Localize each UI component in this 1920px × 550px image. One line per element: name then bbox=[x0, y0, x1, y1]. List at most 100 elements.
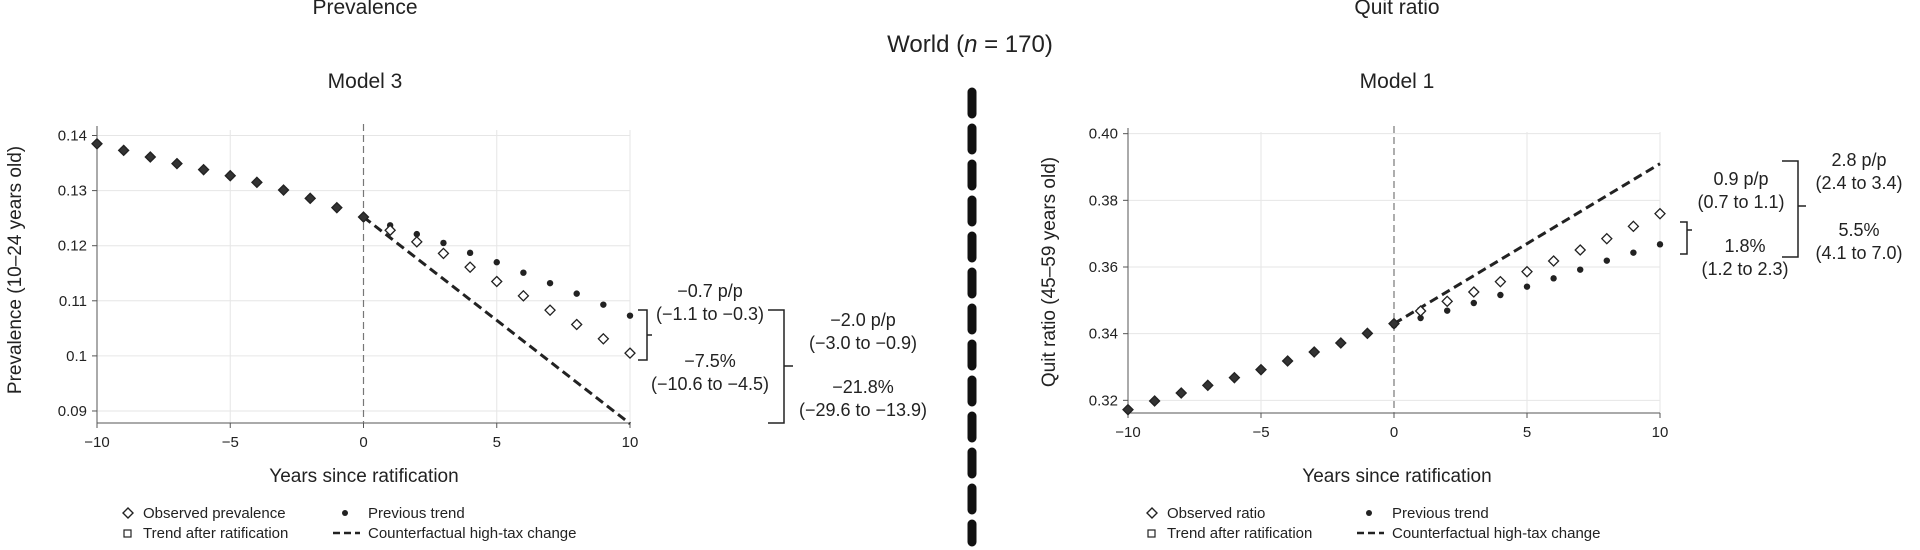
annotation-text: (0.7 to 1.1) bbox=[1697, 192, 1784, 212]
legend-label: Trend after ratification bbox=[1167, 525, 1312, 542]
observed-point bbox=[1148, 395, 1161, 407]
observed-point bbox=[1122, 403, 1134, 416]
observed-point bbox=[91, 137, 103, 150]
legend-item: Counterfactual high-tax change bbox=[1357, 525, 1600, 542]
legend-label: Previous trend bbox=[1392, 505, 1489, 522]
observed-point bbox=[144, 151, 157, 163]
y-tick-label: 0.12 bbox=[58, 238, 87, 255]
previous-trend-point bbox=[520, 269, 527, 276]
previous-trend-point bbox=[1523, 283, 1531, 290]
observed-point bbox=[437, 247, 450, 260]
annotation-text: 0.9 p/p bbox=[1713, 169, 1768, 189]
observed-point bbox=[1494, 275, 1507, 288]
observed-point bbox=[1654, 207, 1666, 220]
observed-point bbox=[1600, 232, 1613, 245]
observed-point bbox=[1627, 220, 1640, 233]
legend-label: Previous trend bbox=[368, 505, 465, 522]
legend-label: Observed ratio bbox=[1167, 505, 1265, 522]
observed-point bbox=[490, 275, 503, 288]
x-tick-label: 10 bbox=[622, 434, 639, 451]
y-tick-label: 0.34 bbox=[1089, 326, 1118, 343]
observed-point bbox=[330, 201, 343, 214]
y-axis-title: Quit ratio (45–59 years old) bbox=[1039, 157, 1060, 387]
counterfactual-line bbox=[362, 215, 631, 425]
center-title: World (n = 170) bbox=[887, 31, 1053, 58]
observed-point bbox=[1255, 363, 1267, 376]
x-tick-label: 0 bbox=[359, 434, 367, 451]
y-tick-label: 0.36 bbox=[1089, 259, 1118, 276]
x-tick-label: 0 bbox=[1390, 424, 1398, 441]
annotation-text: −0.7 p/p bbox=[677, 281, 743, 301]
annotation-text: (−1.1 to −0.3) bbox=[656, 304, 764, 324]
observed-point bbox=[1521, 265, 1533, 278]
bracket-inner bbox=[638, 309, 652, 361]
annotation-text: (−3.0 to −0.9) bbox=[809, 333, 917, 353]
counterfactual-line bbox=[1393, 162, 1661, 325]
y-tick-label: 0.32 bbox=[1089, 392, 1118, 409]
y-axis-title: Prevalence (10–24 years old) bbox=[5, 146, 26, 394]
x-axis-title: Years since ratification bbox=[1302, 466, 1491, 487]
observed-point bbox=[250, 176, 263, 189]
observed-point bbox=[304, 192, 317, 205]
observed-point bbox=[1334, 337, 1347, 349]
annotation-text: (1.2 to 2.3) bbox=[1701, 259, 1788, 279]
observed-point bbox=[197, 163, 210, 176]
legend-item: Previous trend bbox=[1366, 505, 1489, 522]
observed-point bbox=[1175, 387, 1188, 399]
observed-point bbox=[1441, 295, 1454, 308]
y-tick-label: 0.13 bbox=[58, 183, 87, 200]
legend-left: Observed prevalence Previous trend Trend… bbox=[122, 505, 576, 542]
square-marker-icon bbox=[123, 529, 132, 538]
annotation-text: 1.8% bbox=[1724, 236, 1765, 256]
legend-item: Observed prevalence bbox=[122, 505, 286, 522]
bracket-outer bbox=[768, 309, 793, 424]
observed-point bbox=[464, 261, 477, 274]
previous-trend-point bbox=[1603, 257, 1611, 264]
observed-point bbox=[1388, 317, 1400, 330]
legend-item: Counterfactual high-tax change bbox=[333, 525, 576, 542]
model-title-left: Model 3 bbox=[328, 70, 403, 93]
previous-trend-point bbox=[1417, 314, 1424, 322]
observed-point bbox=[570, 318, 583, 331]
observed-point bbox=[1228, 371, 1241, 384]
previous-trend-point bbox=[1577, 266, 1584, 273]
annotation-text: (4.1 to 7.0) bbox=[1815, 243, 1902, 263]
x-tick-label: −10 bbox=[84, 434, 109, 451]
y-tick-label: 0.1 bbox=[66, 348, 87, 365]
x-tick-label: −10 bbox=[1115, 424, 1140, 441]
previous-trend-point bbox=[1444, 307, 1451, 314]
previous-trend-point bbox=[1656, 241, 1664, 248]
x-tick-label: 10 bbox=[1652, 424, 1669, 441]
legend-label: Counterfactual high-tax change bbox=[1392, 525, 1600, 542]
observed-point bbox=[1547, 255, 1560, 267]
observed-point bbox=[544, 304, 556, 317]
x-tick-label: −5 bbox=[1252, 424, 1269, 441]
previous-trend-point bbox=[1497, 291, 1504, 299]
annotation-text: −21.8% bbox=[832, 377, 894, 397]
bracket-outer bbox=[1782, 160, 1806, 258]
observed-point bbox=[517, 289, 530, 302]
x-axis-title: Years since ratification bbox=[269, 466, 458, 487]
dot-marker-icon bbox=[1366, 510, 1372, 516]
x-tick-label: 5 bbox=[493, 434, 501, 451]
observed-point bbox=[597, 332, 610, 345]
observed-point bbox=[1467, 286, 1480, 298]
annotation-text: −7.5% bbox=[684, 351, 736, 371]
annotation-text: 2.8 p/p bbox=[1831, 150, 1886, 170]
y-tick-label: 0.11 bbox=[59, 293, 87, 310]
y-tick-label: 0.38 bbox=[1089, 192, 1118, 209]
annotation-text: (−10.6 to −4.5) bbox=[651, 374, 769, 394]
observed-point bbox=[171, 157, 183, 170]
previous-trend-point bbox=[466, 249, 474, 257]
model-title-right: Model 1 bbox=[1360, 70, 1435, 93]
legend-label: Counterfactual high-tax change bbox=[368, 525, 576, 542]
observed-point bbox=[357, 211, 370, 223]
y-tick-label: 0.14 bbox=[58, 128, 87, 145]
observed-point bbox=[277, 184, 290, 196]
observed-point bbox=[1414, 305, 1427, 317]
previous-trend-point bbox=[1630, 249, 1637, 256]
observed-point bbox=[1574, 244, 1587, 256]
previous-trend-point bbox=[440, 239, 447, 247]
observed-point bbox=[410, 235, 423, 248]
legend-item: Observed ratio bbox=[1146, 505, 1265, 522]
